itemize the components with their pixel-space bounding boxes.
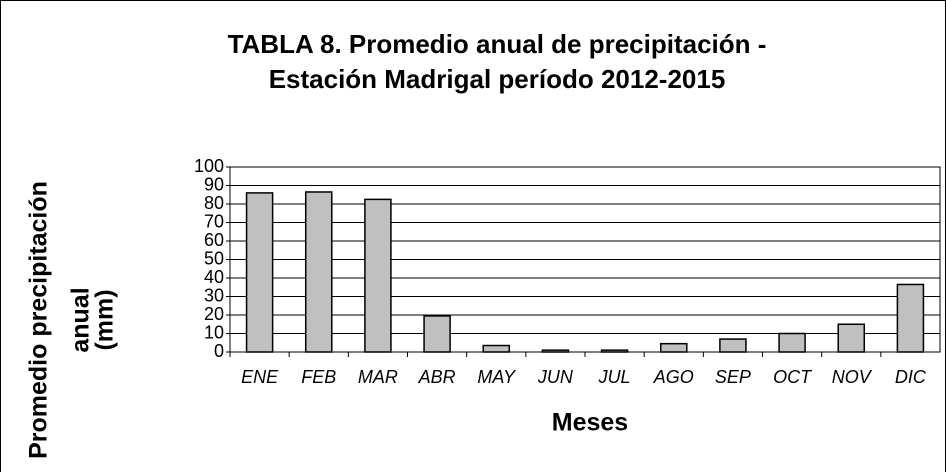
x-tick-label: JUL [598, 367, 631, 387]
x-axis-label: Meses [552, 409, 628, 437]
bar [541, 349, 570, 353]
bar [659, 342, 688, 353]
y-tick-label: 10 [204, 322, 224, 342]
y-axis-label: anual [67, 287, 95, 352]
bar [245, 192, 274, 353]
bar [896, 283, 925, 353]
y-tick-label: 90 [204, 174, 224, 194]
bar [837, 323, 866, 353]
y-tick-label: 100 [194, 156, 224, 176]
x-tick-label: MAY [477, 367, 517, 387]
x-tick-label: JUN [537, 367, 574, 387]
y-tick-label: 20 [204, 304, 224, 324]
y-tick-label: 60 [204, 230, 224, 250]
bar [364, 198, 392, 353]
bar [304, 191, 333, 353]
y-tick-label: 40 [204, 267, 224, 287]
bar [719, 338, 747, 353]
x-tick-label: MAR [358, 367, 398, 387]
bar [600, 349, 629, 353]
chart-title: TABLA 8. Promedio anual de precipitación… [228, 29, 767, 59]
x-tick-label: ENE [241, 367, 279, 387]
y-tick-label: 50 [204, 248, 224, 268]
x-tick-label: ABR [418, 367, 456, 387]
y-axis-label: (mm) [91, 289, 119, 350]
y-axis-label: Promedio precipitación [25, 181, 53, 459]
x-tick-label: SEP [715, 367, 751, 387]
bar [778, 332, 806, 353]
x-tick-label: OCT [773, 367, 813, 387]
y-tick-label: 80 [204, 193, 224, 213]
x-tick-label: AGO [653, 367, 694, 387]
y-tick-label: 70 [204, 211, 224, 231]
chart-title: Estación Madrigal período 2012-2015 [269, 64, 726, 94]
y-tick-label: 30 [204, 285, 224, 305]
x-tick-label: NOV [832, 367, 873, 387]
x-tick-label: FEB [301, 367, 336, 387]
y-tick-label: 0 [214, 341, 224, 361]
x-tick-label: DIC [895, 367, 927, 387]
bar [423, 315, 451, 353]
bar [482, 344, 511, 353]
